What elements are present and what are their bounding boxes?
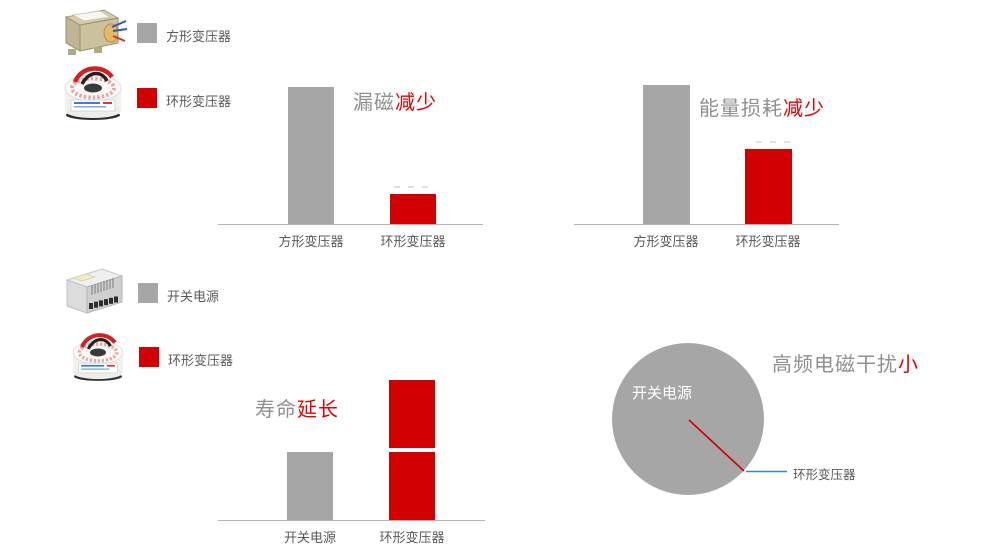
x-tick-label: 环形变压器 [380,235,446,250]
faded-label-artifact [756,141,792,143]
bar-chart-energy-loss: 能量损耗减少 方形变压器 环形变压器 [574,59,839,250]
legend-label-toroidal-transformer: 环形变压器 [166,95,232,110]
bar-lifespan-psu [287,452,333,520]
chart-title-leakage-gray: 漏磁 [353,90,395,114]
chart-title-energy-loss: 能量损耗减少 [699,92,825,121]
chart-title-leakage-red: 减少 [395,90,437,114]
toroidal-transformer-image [72,333,124,381]
legend-swatch-switching-power-supply [138,283,158,303]
faded-label-artifact [394,186,430,188]
bar-lifespan-toroidal-lower [389,452,435,520]
x-tick-label: 方形变压器 [278,235,344,250]
legend-label-switching-power-supply: 开关电源 [167,290,220,305]
x-tick-label: 环形变压器 [735,235,801,250]
bar-leakage-square [288,87,334,224]
bar-energy-toroidal [745,149,792,224]
pie-chart-emi [612,343,787,495]
x-tick-label: 方形变压器 [633,235,699,250]
bar-energy-square [643,85,690,224]
pie-inner-label-psu: 开关电源 [632,384,693,402]
chart-title-emi: 高频电磁干扰小 [772,348,919,377]
square-transformer-image [64,9,128,55]
chart-title-lifespan-red: 延长 [297,397,339,421]
legend-swatch-square-transformer [137,23,157,43]
chart-title-energy-loss-red: 减少 [783,96,825,120]
pie-slice-toroidal [688,419,745,472]
bar-chart-lifespan: 寿命延长 开关电源 环形变压器 [218,356,485,546]
chart-title-emi-gray: 高频电磁干扰 [772,352,898,376]
x-tick-label: 环形变压器 [379,531,445,546]
toroidal-transformer-image [64,66,122,120]
legend-swatch-toroidal-transformer [137,88,157,108]
legend-swatch-toroidal-transformer [139,347,159,367]
chart-title-emi-red: 小 [898,352,919,376]
bar-leakage-toroidal [390,194,436,224]
bar-chart-leakage: 漏磁减少 方形变压器 环形变压器 [218,59,483,250]
switching-power-supply-image [65,268,124,314]
x-tick-label: 开关电源 [283,531,336,546]
chart-title-lifespan: 寿命延长 [255,393,339,422]
bar-lifespan-toroidal-upper [389,380,435,448]
chart-title-energy-loss-gray: 能量损耗 [699,96,783,120]
pie-slice-psu [612,343,764,495]
chart-title-lifespan-gray: 寿命 [255,397,297,421]
legend-label-square-transformer: 方形变压器 [166,30,232,45]
pie-outer-label-toroidal: 环形变压器 [793,467,856,482]
chart-title-leakage: 漏磁减少 [353,86,437,115]
legend-label-toroidal-transformer: 环形变压器 [168,354,234,369]
